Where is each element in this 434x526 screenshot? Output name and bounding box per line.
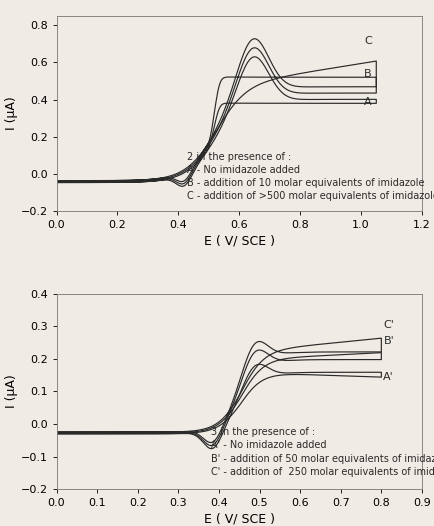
Text: C: C xyxy=(363,36,371,46)
Text: A: A xyxy=(363,97,371,107)
Text: B: B xyxy=(363,69,371,79)
X-axis label: E ( V/ SCE ): E ( V/ SCE ) xyxy=(203,512,274,525)
Text: 3 in the presence of :
A' - No imidazole added
B' - addition of 50 molar equival: 3 in the presence of : A' - No imidazole… xyxy=(210,427,434,477)
Text: C': C' xyxy=(382,320,393,330)
Y-axis label: I (μA): I (μA) xyxy=(5,97,18,130)
Text: 2 in the presence of :
A - No imidazole added
B - addition of 10 molar equivalen: 2 in the presence of : A - No imidazole … xyxy=(187,152,434,201)
X-axis label: E ( V/ SCE ): E ( V/ SCE ) xyxy=(203,235,274,248)
Y-axis label: I (μA): I (μA) xyxy=(5,375,18,408)
Text: B': B' xyxy=(382,336,393,346)
Text: A': A' xyxy=(382,372,393,382)
